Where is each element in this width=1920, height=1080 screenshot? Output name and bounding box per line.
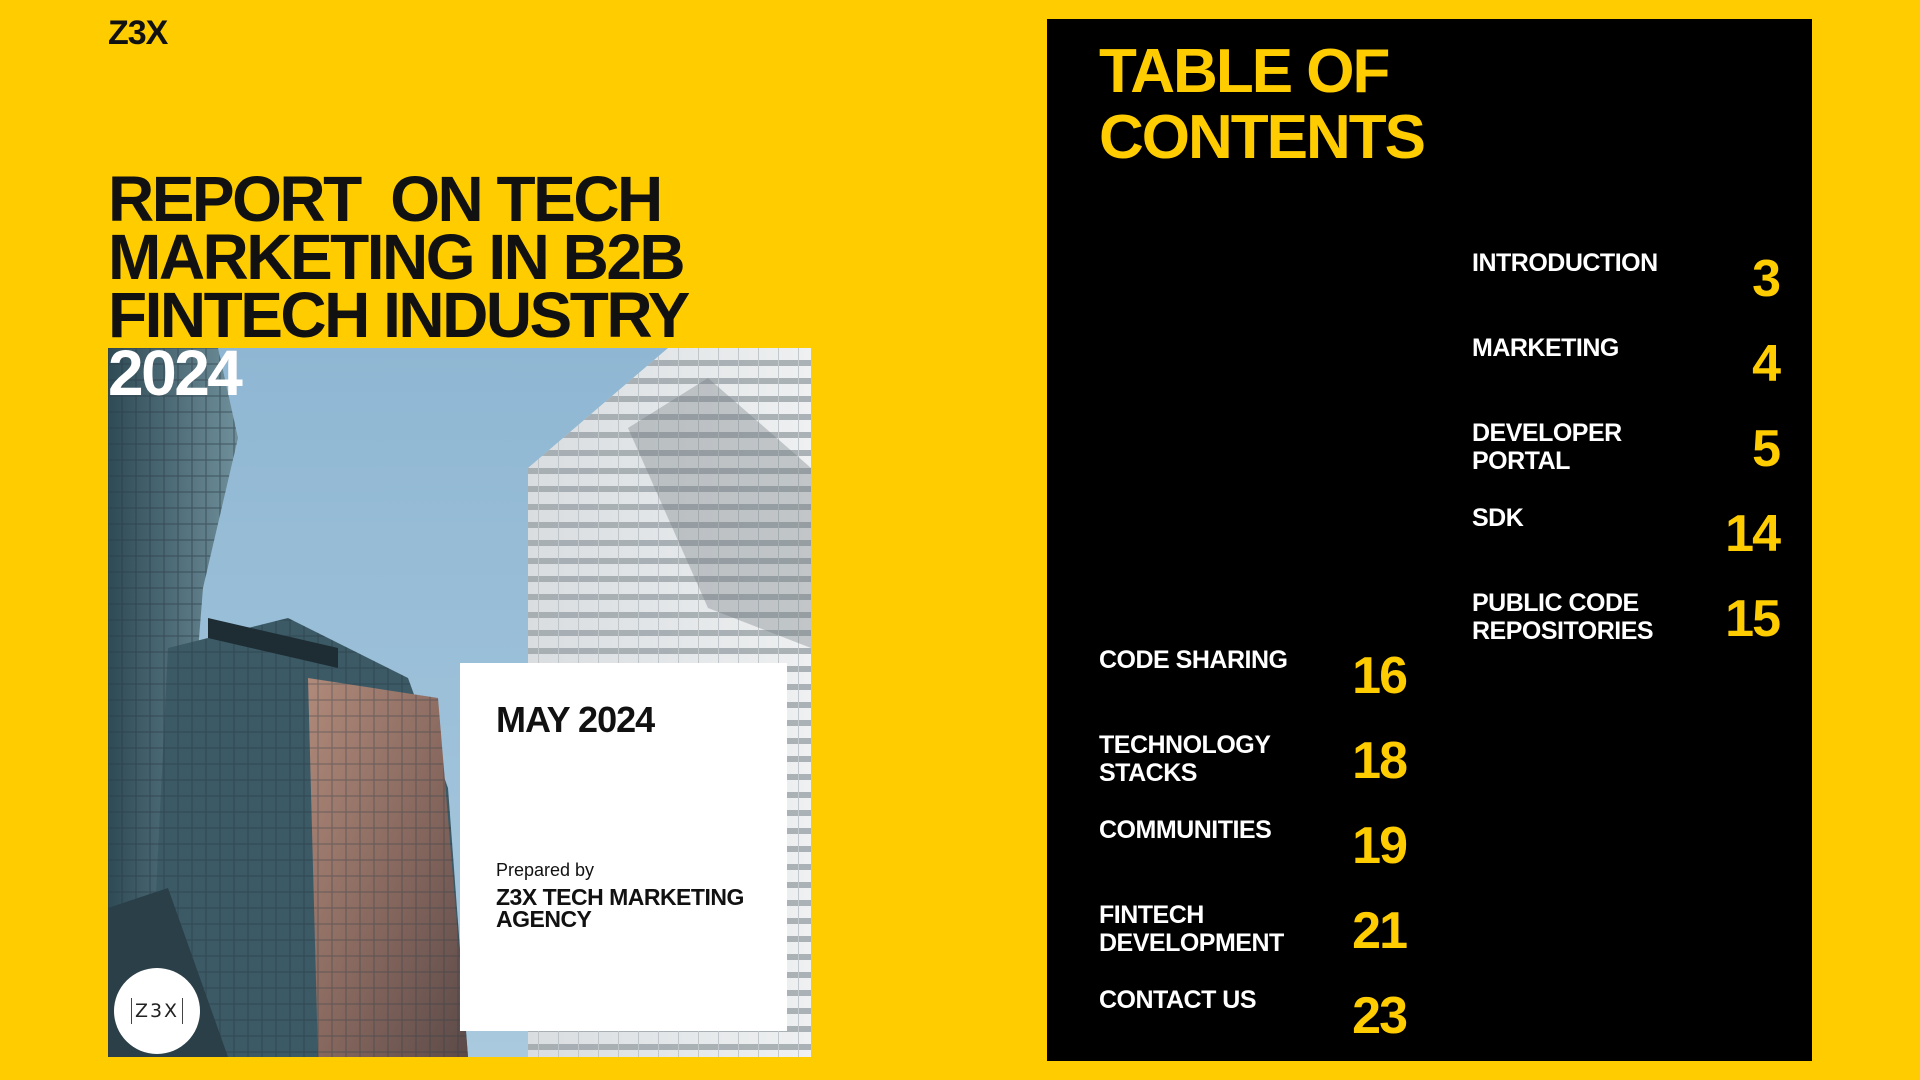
toc-item-sdk[interactable]: SDK 14	[1472, 504, 1781, 584]
toc-item-developer-portal[interactable]: DEVELOPER PORTAL 5	[1472, 419, 1781, 499]
toc-item-page: 14	[1725, 505, 1781, 563]
toc-item-public-code-repositories[interactable]: PUBLIC CODE REPOSITORIES 15	[1472, 589, 1781, 669]
report-date: MAY 2024	[496, 699, 655, 740]
toc-item-label: SDK	[1472, 504, 1524, 532]
report-title-line-3: FINTECH INDUSTRY	[108, 279, 690, 351]
brand-logo: Z3X	[108, 14, 168, 52]
toc-item-label: PUBLIC CODE REPOSITORIES	[1472, 589, 1654, 645]
toc-item-page: 23	[1352, 987, 1408, 1045]
toc-item-page: 18	[1352, 732, 1408, 790]
prepared-by-label: Prepared by	[496, 860, 595, 880]
table-of-contents-panel: TABLE OF CONTENTS INTRODUCTION 3 MARKETI…	[1047, 19, 1812, 1061]
toc-item-label: CONTACT US	[1099, 986, 1257, 1014]
toc-item-page: 16	[1352, 647, 1408, 705]
date-card: MAY 2024 Prepared by Z3X TECH MARKETING …	[460, 663, 787, 1031]
toc-item-label: CODE SHARING	[1099, 646, 1288, 674]
toc-item-marketing[interactable]: MARKETING 4	[1472, 334, 1781, 414]
report-title: REPORT ON TECH MARKETING IN B2B FINTECH …	[108, 163, 828, 409]
toc-item-communities[interactable]: COMMUNITIES 19	[1099, 816, 1408, 896]
z3x-badge-logo: Z3X	[114, 968, 200, 1054]
report-title-line-1: REPORT ON TECH	[108, 163, 663, 235]
toc-item-label: DEVELOPER PORTAL	[1472, 419, 1622, 475]
agency-name: Z3X TECH MARKETING AGENCY	[496, 884, 744, 932]
toc-item-code-sharing[interactable]: CODE SHARING 16	[1099, 646, 1408, 726]
toc-item-technology-stacks[interactable]: TECHNOLOGY STACKS 18	[1099, 731, 1408, 811]
toc-item-label: INTRODUCTION	[1472, 249, 1658, 277]
toc-item-contact-us[interactable]: CONTACT US 23	[1099, 986, 1408, 1066]
report-year: 2024	[108, 337, 243, 409]
toc-item-fintech-development[interactable]: FINTECH DEVELOPMENT 21	[1099, 901, 1408, 981]
toc-item-page: 4	[1752, 335, 1781, 393]
toc-item-page: 15	[1725, 590, 1781, 648]
toc-item-page: 5	[1752, 420, 1781, 478]
toc-title: TABLE OF CONTENTS	[1099, 37, 1426, 172]
toc-item-page: 3	[1752, 250, 1781, 308]
toc-item-label: MARKETING	[1472, 334, 1619, 362]
report-title-line-2: MARKETING IN B2B	[108, 221, 686, 293]
toc-item-page: 19	[1352, 817, 1408, 875]
toc-item-label: TECHNOLOGY STACKS	[1099, 731, 1270, 787]
toc-item-page: 21	[1352, 902, 1408, 960]
badge-text: Z3X	[130, 998, 184, 1024]
toc-item-label: COMMUNITIES	[1099, 816, 1272, 844]
toc-item-introduction[interactable]: INTRODUCTION 3	[1472, 249, 1781, 329]
toc-item-label: FINTECH DEVELOPMENT	[1099, 901, 1284, 957]
